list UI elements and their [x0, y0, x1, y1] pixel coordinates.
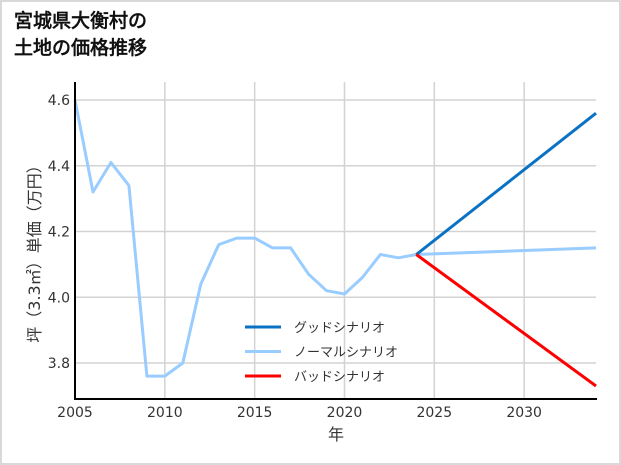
series-lines [73, 99, 597, 388]
series-line-bad [415, 253, 597, 388]
chart-title-line-2: 土地の価格推移 [14, 37, 148, 59]
x-tick-label: 2015 [237, 405, 273, 421]
chart-title: 宮城県大衡村の 土地の価格推移 [14, 8, 147, 62]
legend-label: ノーマルシナリオ [294, 346, 398, 361]
y-tick-label: 4.0 [48, 290, 70, 306]
chart-title-line-1: 宮城県大衡村の [14, 10, 148, 32]
series-line-normal [73, 99, 597, 378]
y-tick-label: 4.2 [48, 225, 70, 241]
legend-label: バッドシナリオ [294, 370, 385, 385]
x-tick-label: 2020 [327, 405, 363, 421]
y-tick-labels: 3.8 4.0 4.2 4.4 4.6 [48, 93, 70, 372]
y-axis-label: 坪（3.3㎡）単価（万円） [25, 157, 44, 342]
x-tick-labels: 2005 2010 2015 2020 2025 2030 [57, 405, 542, 421]
axes [74, 82, 597, 400]
y-tick-label: 4.4 [48, 159, 70, 175]
x-tick-label: 2025 [416, 405, 452, 421]
y-tick-label: 4.6 [48, 93, 70, 109]
x-tick-label: 2010 [147, 405, 183, 421]
x-tick-label: 2030 [506, 405, 542, 421]
y-tick-label: 3.8 [48, 356, 70, 372]
x-tick-label: 2005 [57, 405, 93, 421]
x-axis-label: 年 [328, 425, 344, 444]
series-line-good [415, 112, 597, 256]
legend-label: グッドシナリオ [294, 321, 385, 336]
